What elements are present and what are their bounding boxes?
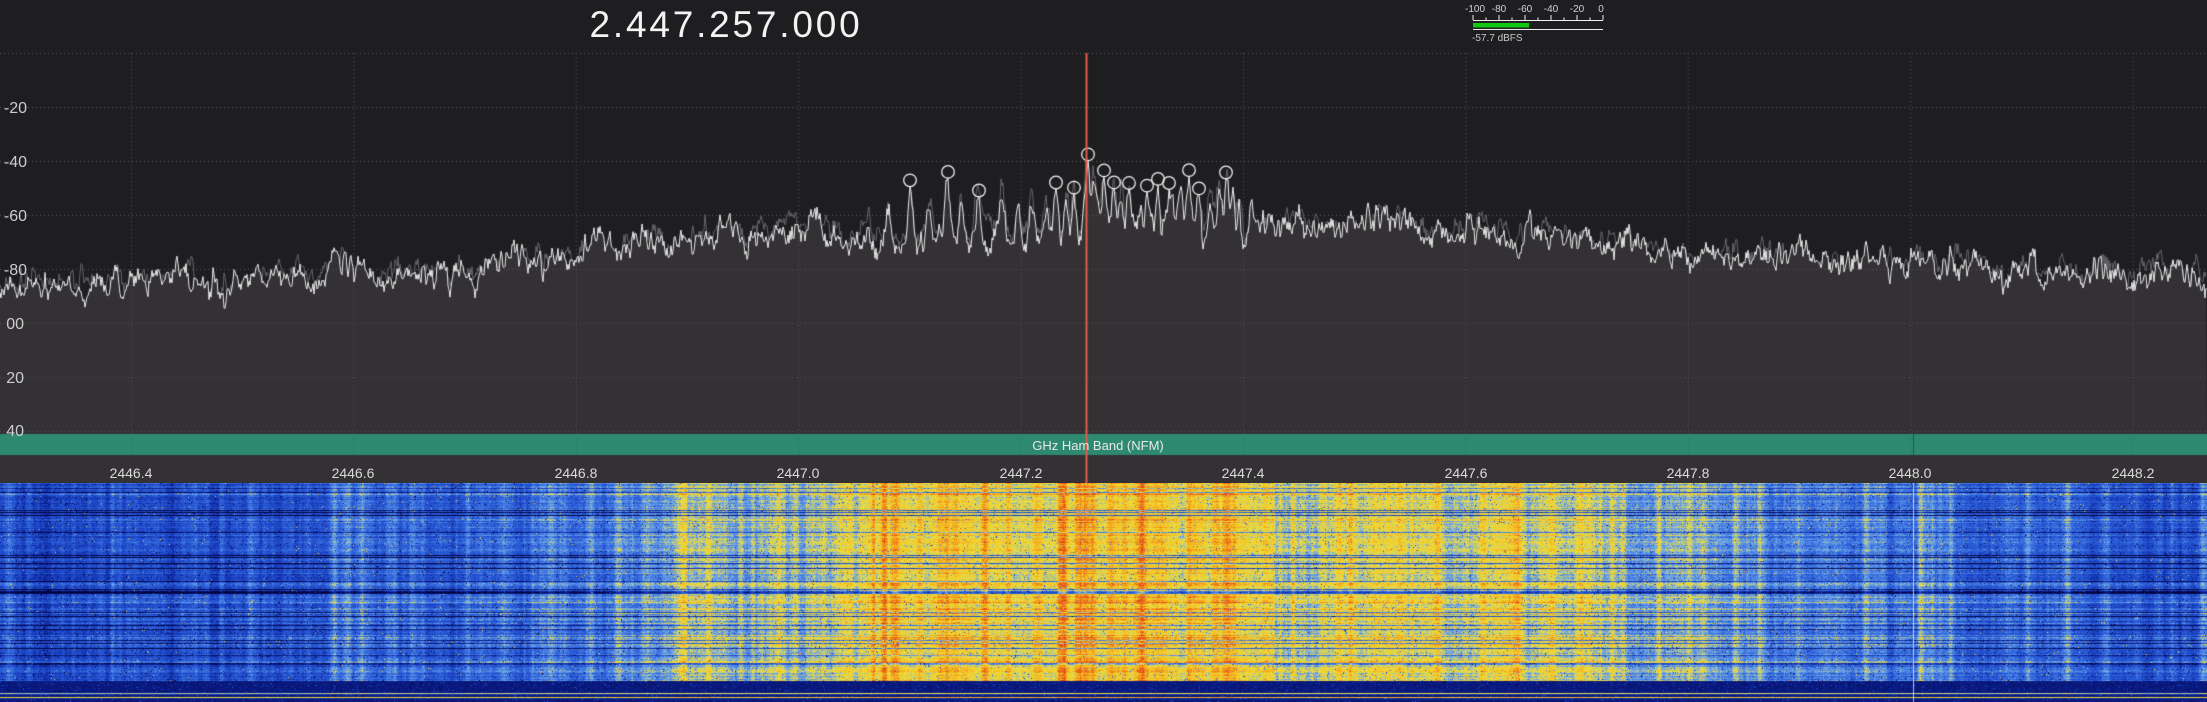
svg-text:-40: -40 [1544,4,1559,15]
svg-text:-60: -60 [1518,4,1533,15]
svg-text:-80: -80 [1492,4,1507,15]
svg-text:0: 0 [1598,4,1604,15]
svg-text:-20: -20 [1570,4,1585,15]
svg-text:-100: -100 [1465,4,1485,15]
